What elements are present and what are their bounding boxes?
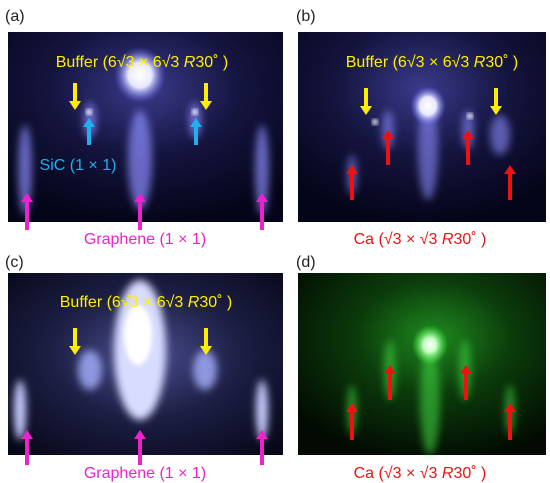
text: R [442,465,454,482]
text: 30˚ ) [453,231,486,248]
figure: (a) (b) (c) (d) Buffer (6√3 × 6√3 R30˚ )… [0,0,550,483]
panel-label: (b) [296,8,316,25]
caption: Ca (√3 × √3 R30˚ ) [354,231,487,248]
panel-label: (a) [5,8,25,25]
text: Buffer (6√3 × 6√3 [56,54,184,71]
text: Ca (√3 × √3 [354,465,442,482]
text: R [442,231,454,248]
page: {"panels": [ {"label": "(a)", "buffer": … [0,0,550,483]
caption: Graphene (1 × 1) [84,231,206,248]
text: Ca (√3 × √3 [354,231,442,248]
buffer-label: Buffer (6√3 × 6√3 R30˚ ) [56,54,228,71]
caption: Ca (√3 × √3 R30˚ ) [354,465,487,482]
text: R [474,54,486,71]
panel-label: (d) [296,254,316,271]
text: Graphene (1 × 1) [84,231,206,248]
panel-label: (c) [5,254,24,271]
text: 30˚ ) [195,54,228,71]
buffer-label: Buffer (6√3 × 6√3 R30˚ ) [346,54,518,71]
text: Buffer (6√3 × 6√3 [60,294,188,311]
buffer-label: Buffer (6√3 × 6√3 R30˚ ) [60,294,232,311]
text: 30˚ ) [199,294,232,311]
text: 30˚ ) [453,465,486,482]
text: 30˚ ) [485,54,518,71]
text: R [188,294,200,311]
text: R [184,54,196,71]
text: Graphene (1 × 1) [84,465,206,482]
substrate-label: SiC (1 × 1) [40,157,117,174]
caption: Graphene (1 × 1) [84,465,206,482]
text: Buffer (6√3 × 6√3 [346,54,474,71]
